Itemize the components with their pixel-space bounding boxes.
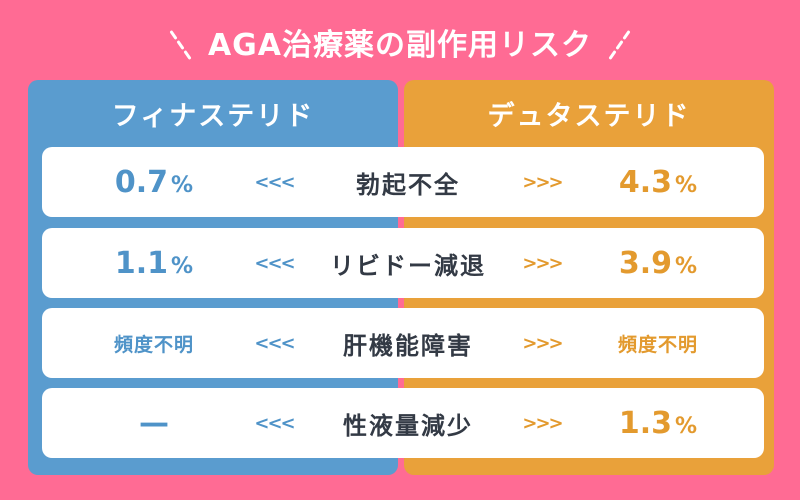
dutasteride-value: 1.3% [588,388,728,458]
finasteride-value: 頻度不明 [84,308,224,378]
sparkle-right-icon [606,22,634,62]
side-effect-label: リビドー減退 [330,251,486,280]
side-effect-row: 頻度不明 <<< 肝機能障害 >>> 頻度不明 [42,308,764,378]
finasteride-value: 0.7% [84,147,224,217]
sparkle-left-icon [166,22,194,62]
value-unit: % [171,172,194,198]
finasteride-header: フィナステリド [111,100,315,132]
value-number: — [139,405,169,441]
dutasteride-value: 4.3% [588,147,728,217]
value-number: 4.3 [618,164,673,200]
side-effect-row: — <<< 性液量減少 >>> 1.3% [42,388,764,458]
side-effect-label: 性液量減少 [343,411,473,440]
value-number: 3.9 [618,245,673,281]
value-unit: % [675,172,698,198]
side-effect-label: 肝機能障害 [343,331,473,360]
value-number: 頻度不明 [113,333,194,356]
title-bar: AGA治療薬の副作用リスク [0,14,800,70]
chevrons-right-icon: >>> [522,412,563,434]
chevrons-left-icon: <<< [254,252,295,274]
chevrons-left-icon: <<< [254,171,295,193]
dutasteride-value: 頻度不明 [588,308,728,378]
value-number: 0.7 [114,164,169,200]
dutasteride-header: デュタステリド [487,100,691,132]
chevrons-right-icon: >>> [522,171,563,193]
value-unit: % [675,253,698,279]
value-number: 1.1 [114,245,169,281]
finasteride-value: 1.1% [84,228,224,298]
side-effect-label: 勃起不全 [356,170,460,199]
side-effect-row: 1.1% <<< リビドー減退 >>> 3.9% [42,228,764,298]
value-unit: % [675,413,698,439]
value-number: 1.3 [618,405,673,441]
side-effect-row: 0.7% <<< 勃起不全 >>> 4.3% [42,147,764,217]
chevrons-left-icon: <<< [254,332,295,354]
chevrons-left-icon: <<< [254,412,295,434]
dutasteride-value: 3.9% [588,228,728,298]
finasteride-value: — [84,388,224,458]
chevrons-right-icon: >>> [522,252,563,274]
chevrons-right-icon: >>> [522,332,563,354]
value-number: 頻度不明 [617,333,698,356]
page-title: AGA治療薬の副作用リスク [207,28,593,63]
value-unit: % [171,253,194,279]
